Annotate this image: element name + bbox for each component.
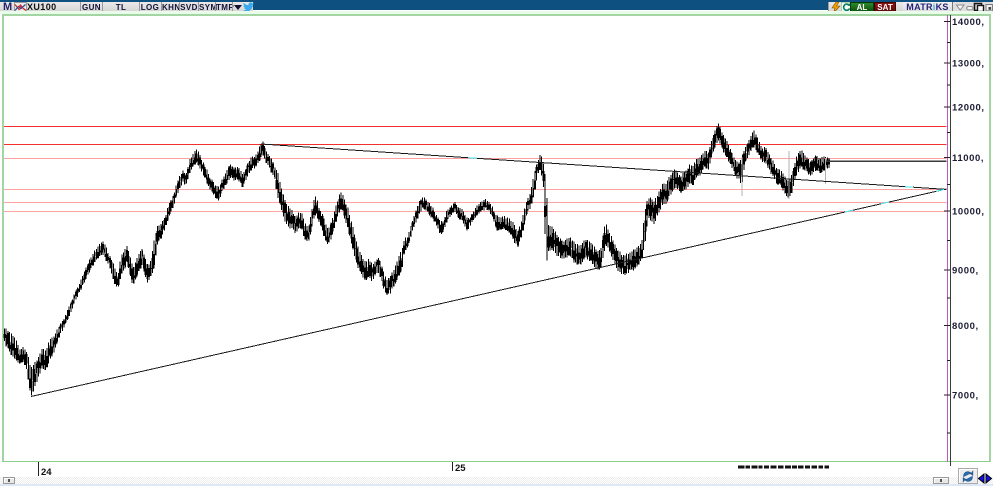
svg-text:9000,: 9000, xyxy=(952,266,979,277)
svg-text:7000,: 7000, xyxy=(952,391,979,402)
svg-text:25: 25 xyxy=(455,463,466,474)
svg-text:12000,: 12000, xyxy=(952,103,985,114)
svg-text:11000,: 11000, xyxy=(952,153,984,164)
svg-text:8000,: 8000, xyxy=(952,321,979,332)
svg-text:13000,: 13000, xyxy=(952,59,985,70)
svg-text:10000,: 10000, xyxy=(952,207,985,218)
svg-text:14000,: 14000, xyxy=(952,17,985,28)
svg-text:24: 24 xyxy=(41,467,52,478)
